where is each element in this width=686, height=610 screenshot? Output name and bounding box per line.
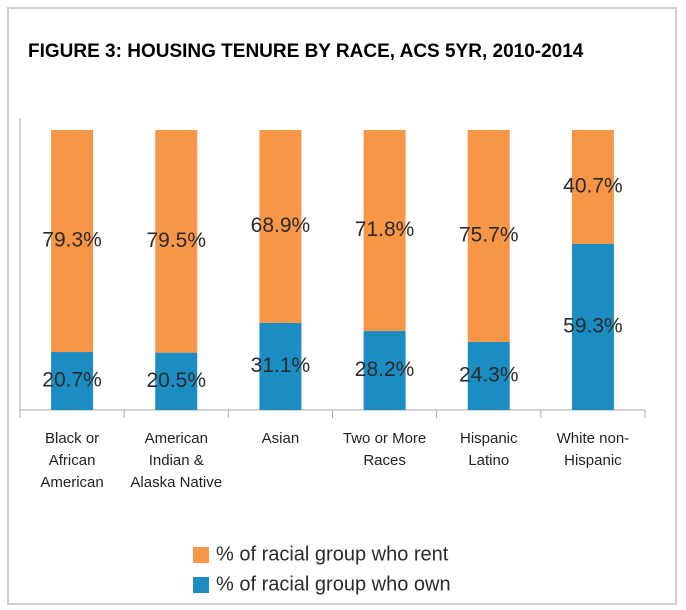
x-tick-label: Asian — [261, 430, 300, 447]
x-tick-label: Two or More Races — [342, 430, 427, 469]
bar-segment — [571, 243, 614, 410]
legend-label: % of racial group who rent — [216, 543, 449, 565]
bar-segment — [467, 341, 510, 410]
bar-segment — [51, 352, 94, 410]
bar-segment — [259, 130, 302, 323]
bar-segment — [363, 130, 406, 332]
value-label: 59.3% — [563, 315, 623, 338]
legend-swatch — [193, 547, 209, 563]
x-tick-label: Hispanic Latino — [459, 430, 518, 469]
value-label: 24.3% — [459, 364, 519, 387]
value-label: 20.7% — [42, 369, 102, 392]
value-label: 79.5% — [146, 229, 206, 252]
value-label: 68.9% — [251, 214, 311, 237]
x-tick-label: Black or African American — [40, 430, 104, 491]
bar-segment — [155, 352, 198, 410]
bar-segment — [363, 331, 406, 410]
value-label: 71.8% — [355, 218, 415, 241]
frame — [7, 7, 677, 605]
value-label: 28.2% — [355, 358, 415, 381]
value-label: 40.7% — [563, 175, 623, 198]
value-label: 20.5% — [146, 369, 206, 392]
bar-segment — [259, 322, 302, 410]
bar-segment — [467, 130, 510, 342]
x-tick-label: American Indian & Alaska Native — [130, 430, 223, 491]
value-label: 31.1% — [251, 354, 311, 377]
chart-title: FIGURE 3: HOUSING TENURE BY RACE, ACS 5Y… — [28, 41, 584, 62]
legend-swatch — [193, 577, 209, 593]
value-label: 75.7% — [459, 224, 519, 247]
bar-segment — [51, 130, 94, 353]
legend-label: % of racial group who own — [216, 573, 451, 595]
bar-segment — [571, 130, 614, 244]
bar-segment — [155, 130, 198, 353]
x-tick-label: White non-Hispanic — [556, 430, 630, 469]
value-label: 79.3% — [42, 229, 102, 252]
